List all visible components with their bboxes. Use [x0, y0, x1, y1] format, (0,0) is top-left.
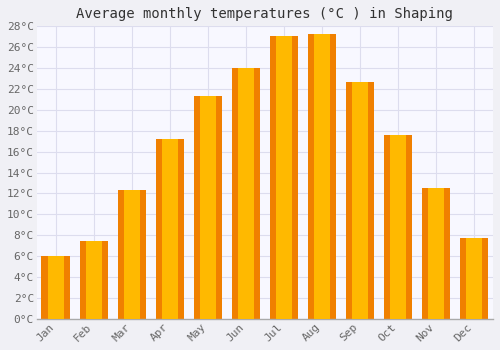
- Bar: [194, 96, 222, 319]
- Title: Average monthly temperatures (°C ) in Shaping: Average monthly temperatures (°C ) in Sh…: [76, 7, 454, 21]
- Bar: [466, 238, 482, 319]
- Bar: [200, 96, 216, 319]
- Bar: [48, 256, 64, 319]
- Bar: [384, 135, 412, 319]
- Bar: [162, 139, 178, 319]
- Bar: [118, 190, 146, 319]
- Bar: [308, 34, 336, 319]
- Bar: [124, 190, 140, 319]
- Bar: [346, 82, 374, 319]
- Bar: [238, 68, 254, 319]
- Bar: [422, 188, 450, 319]
- Bar: [428, 188, 444, 319]
- Bar: [80, 240, 108, 319]
- Bar: [270, 36, 298, 319]
- Bar: [390, 135, 406, 319]
- Bar: [42, 256, 70, 319]
- Bar: [352, 82, 368, 319]
- Bar: [86, 240, 102, 319]
- Bar: [314, 34, 330, 319]
- Bar: [156, 139, 184, 319]
- Bar: [276, 36, 291, 319]
- Bar: [232, 68, 260, 319]
- Bar: [460, 238, 488, 319]
